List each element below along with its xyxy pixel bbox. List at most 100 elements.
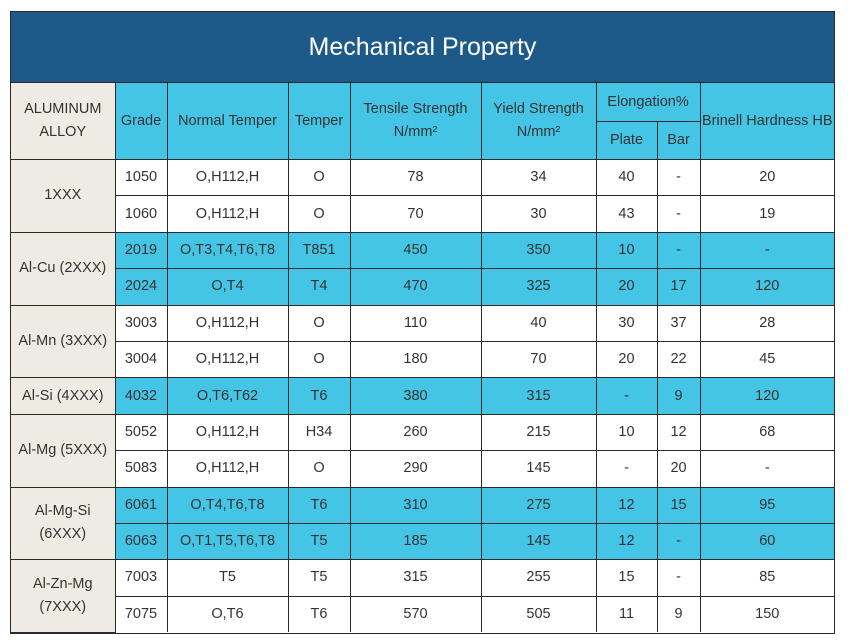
cell-elongation-plate: 10: [595, 413, 658, 452]
cell-grade: 6061: [114, 486, 168, 524]
cell-elongation-bar: 20: [656, 450, 701, 488]
cell-temper: O: [287, 195, 351, 233]
table-row: 7075 O,T6 T6 570 505 11 9 150: [11, 595, 834, 633]
cell-normal-temper: O,H112,H: [166, 195, 289, 233]
cell-brinell-hardness: -: [699, 231, 834, 270]
table-row: 2024 O,T4 T4 470 325 20 17 120: [11, 268, 834, 306]
header-grade: Grade: [114, 83, 168, 160]
cell-yield-strength: 505: [480, 595, 597, 633]
cell-brinell-hardness: 45: [699, 340, 834, 379]
table-row: Al-Zn-Mg (7XXX) 7003 T5 T5 315 255 15-85: [11, 559, 834, 633]
cell-alloy-series: Al-Zn-Mg (7XXX): [11, 559, 116, 633]
cell-temper: T6: [287, 486, 351, 524]
cell-brinell-hardness: 60: [699, 522, 834, 561]
cell-elongation-plate: -: [595, 377, 658, 415]
cell-temper: H34: [287, 413, 351, 452]
cell-tensile-strength: 570: [349, 595, 482, 633]
cell-temper: T5: [287, 559, 351, 597]
header-aluminum-alloy: ALUMINUM ALLOY: [11, 83, 116, 160]
table-row: Al-Mg-Si (6XXX) 6061 O,T4,T6,T8 T6 310 275 12 1…: [11, 486, 834, 561]
cell-normal-temper: O,T6,T62: [166, 377, 289, 415]
cell-grade: 7075: [115, 595, 168, 633]
cell-yield-strength: 30: [480, 195, 597, 233]
cell-alloy-series: Al-Mg (5XXX): [11, 413, 116, 488]
cell-temper: T6: [287, 377, 351, 415]
cell-elongation-plate: 30: [595, 304, 658, 342]
cell-grade: 5083: [115, 450, 168, 488]
cell-brinell-hardness: 120: [699, 268, 834, 306]
cell-elongation-bar: 12: [656, 413, 701, 452]
cell-elongation-bar: 22: [656, 340, 701, 379]
cell-brinell-hardness: 20: [699, 159, 834, 197]
cell-normal-temper: O,T4: [166, 268, 289, 306]
cell-elongation-plate: 11: [595, 595, 658, 633]
cell-alloy-series: Al-Mg-Si (6XXX): [11, 486, 116, 561]
cell-brinell-hardness: 95: [699, 486, 834, 524]
table-body: 1XXX 1050 O,H112,H O 78 34 40-20 1060 O,H112,H O 7…: [11, 159, 834, 633]
header-yield-strength: Yield Strength N/mm²: [480, 83, 597, 160]
cell-temper: O: [287, 304, 351, 342]
cell-brinell-hardness: 150: [699, 595, 834, 633]
cell-temper: T851: [287, 231, 351, 270]
cell-tensile-strength: 185: [349, 522, 482, 561]
cell-brinell-hardness: 120: [699, 377, 834, 415]
cell-normal-temper: O,H112,H: [166, 304, 289, 342]
cell-brinell-hardness: 28: [699, 304, 834, 342]
table-row: Al-Mg (5XXX) 5052 O,H112,H H34 260 215 10 12 68: [11, 413, 834, 488]
cell-yield-strength: 255: [480, 559, 597, 597]
cell-normal-temper: O,T6: [166, 595, 289, 633]
cell-tensile-strength: 110: [349, 304, 482, 342]
cell-tensile-strength: 315: [349, 559, 482, 597]
cell-tensile-strength: 70: [349, 195, 482, 233]
cell-elongation-plate: 20: [595, 340, 658, 379]
table-row: 6063 O,T1,T5,T6,T8 T5 185 145 12-60: [11, 522, 834, 561]
cell-alloy-series: 1XXX: [11, 159, 116, 233]
cell-elongation-bar: -: [656, 159, 701, 197]
table-row: 3004 O,H112,H O 180 70 20 22 45: [11, 340, 834, 379]
cell-tensile-strength: 290: [349, 450, 482, 488]
cell-normal-temper: O,T4,T6,T8: [166, 486, 289, 524]
table-row: 5083 O,H112,H O 290 145-20-: [11, 450, 834, 488]
cell-grade: 2024: [115, 268, 168, 306]
cell-elongation-bar: 9: [656, 377, 701, 415]
header-tensile-strength: Tensile Strength N/mm²: [349, 83, 482, 160]
cell-normal-temper: O,H112,H: [166, 413, 289, 452]
cell-tensile-strength: 180: [349, 340, 482, 379]
cell-grade: 3004: [115, 340, 168, 379]
cell-tensile-strength: 310: [349, 486, 482, 524]
header-normal-temper: Normal Temper: [166, 83, 289, 160]
cell-normal-temper: O,T1,T5,T6,T8: [166, 522, 289, 561]
table-row: Al-Mn (3XXX) 3003 O,H112,H O 110 40 30 37 28: [11, 304, 834, 379]
table-title: Mechanical Property: [11, 12, 834, 83]
cell-grade: 5052: [114, 413, 168, 452]
cell-temper: T5: [287, 522, 351, 561]
table-row: 1XXX 1050 O,H112,H O 78 34 40-20: [11, 159, 834, 233]
cell-elongation-bar: -: [656, 522, 701, 561]
property-grid: ALUMINUM ALLOY Grade Normal Temper Tempe…: [11, 83, 834, 633]
header-plate: Plate: [596, 121, 658, 160]
cell-grade: 2019: [114, 231, 168, 270]
cell-grade: 4032: [114, 377, 168, 415]
cell-normal-temper: O,H112,H: [166, 159, 289, 197]
cell-brinell-hardness: 68: [699, 413, 834, 452]
cell-elongation-plate: 20: [595, 268, 658, 306]
cell-alloy-series: Al-Mn (3XXX): [11, 304, 116, 379]
cell-elongation-plate: 43: [595, 195, 658, 233]
cell-temper: T4: [287, 268, 351, 306]
mechanical-property-table: Mechanical Property ALUMINUM ALLOY Grade…: [10, 11, 835, 634]
cell-yield-strength: 145: [480, 450, 597, 488]
cell-tensile-strength: 380: [349, 377, 482, 415]
cell-tensile-strength: 78: [349, 159, 482, 197]
cell-yield-strength: 315: [480, 377, 597, 415]
cell-elongation-bar: 17: [656, 268, 701, 306]
cell-yield-strength: 350: [480, 231, 597, 270]
cell-yield-strength: 275: [480, 486, 597, 524]
cell-normal-temper: O,H112,H: [166, 450, 289, 488]
cell-normal-temper: T5: [166, 559, 289, 597]
cell-yield-strength: 145: [480, 522, 597, 561]
cell-tensile-strength: 470: [349, 268, 482, 306]
cell-alloy-series: Al-Si (4XXX): [11, 377, 116, 415]
header-elongation: Elongation%: [595, 83, 701, 122]
table-row: 1060 O,H112,H O 70 30 43-19: [11, 195, 834, 233]
cell-normal-temper: O,H112,H: [166, 340, 289, 379]
